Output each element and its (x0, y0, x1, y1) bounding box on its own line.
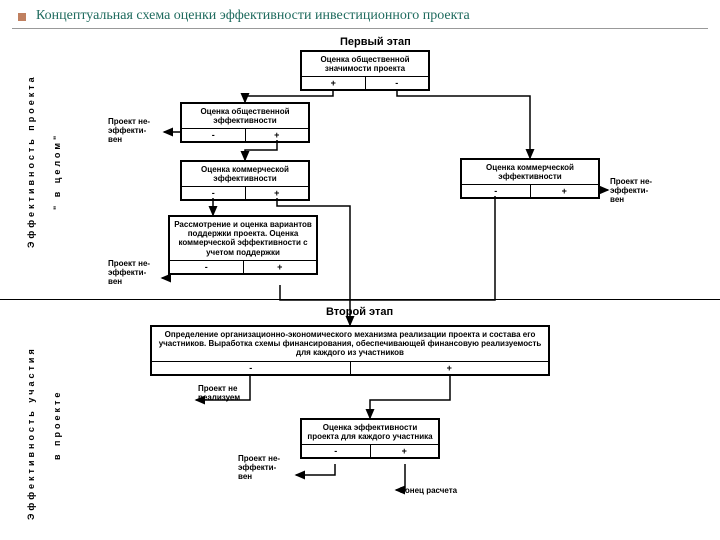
title-bullet (18, 13, 26, 21)
node-org-mechanism: Определение организационно-экономическог… (150, 325, 550, 376)
label-ineffective-4: Проект не- эффекти- вен (238, 455, 280, 481)
node-text: Оценка общественной значимости проекта (302, 52, 428, 76)
node-text: Определение организационно-экономическог… (152, 327, 548, 361)
node-text: Рассмотрение и оценка вариантов поддержк… (170, 217, 316, 260)
title-underline (12, 28, 708, 29)
node-support-variants: Рассмотрение и оценка вариантов поддержк… (168, 215, 318, 275)
node-text: Оценка коммерческой эффективности (462, 160, 598, 184)
node-commercial-right: Оценка коммерческой эффективности -+ (460, 158, 600, 199)
node-text: Оценка коммерческой эффективности (182, 162, 308, 186)
label-not-realizable: Проект не реализуем (198, 385, 240, 403)
node-commercial-left: Оценка коммерческой эффективности -+ (180, 160, 310, 201)
node-text: Оценка общественной эффективности (182, 104, 308, 128)
vlabel-bottom: Эффективность участия (26, 320, 36, 520)
label-ineffective-2: Проект не- эффекти- вен (108, 260, 150, 286)
vlabel-bottom-sub: в проекте (52, 380, 62, 460)
stage2-label: Второй этап (326, 306, 393, 318)
label-ineffective-1: Проект не- эффекти- вен (108, 118, 150, 144)
vlabel-top-sub: " в целом" (52, 120, 62, 210)
label-ineffective-3: Проект не- эффекти- вен (610, 178, 652, 204)
stage1-label: Первый этап (340, 36, 411, 48)
node-text: Оценка эффективности проекта для каждого… (302, 420, 438, 444)
node-social-effectiveness: Оценка общественной эффективности -+ (180, 102, 310, 143)
node-social-significance: Оценка общественной значимости проекта +… (300, 50, 430, 91)
divider-line (0, 299, 720, 300)
page-title: Концептуальная схема оценки эффективност… (36, 8, 470, 24)
node-participant-effectiveness: Оценка эффективности проекта для каждого… (300, 418, 440, 459)
label-end: Конец расчета (400, 487, 457, 496)
vlabel-top: Эффективность проекта (26, 48, 36, 248)
